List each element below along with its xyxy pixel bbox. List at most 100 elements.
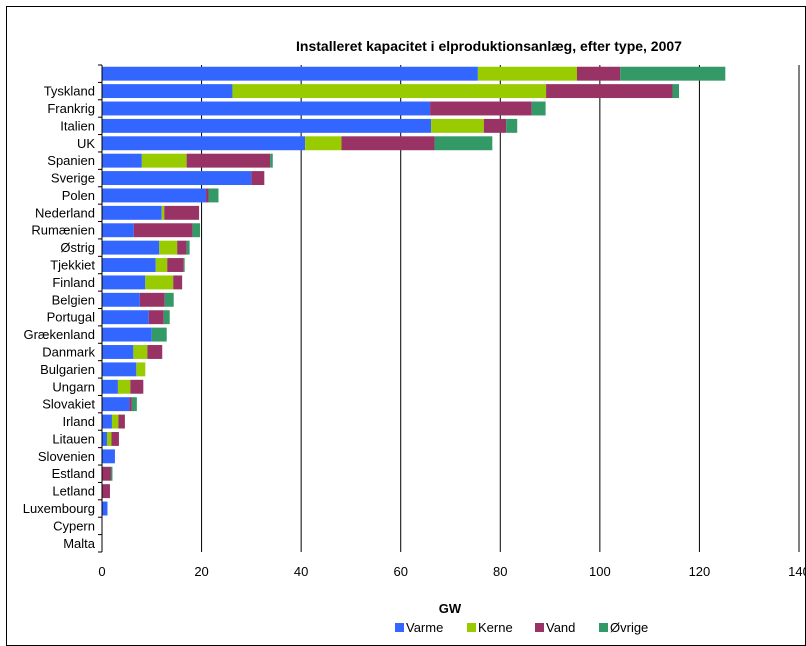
bar-segment-varme (102, 118, 432, 133)
legend-label: Vand (546, 620, 575, 635)
bar-segment-vand (546, 84, 673, 99)
bar-segment-varme (102, 275, 146, 290)
category-label: Frankrig (47, 101, 95, 116)
bar-segment-varme (102, 327, 152, 342)
bar-segment-vand (102, 484, 110, 499)
bar-segment-kerne (111, 414, 119, 429)
bar-segment-varme (102, 136, 306, 151)
bar-segment-øvrige (506, 118, 518, 133)
x-tick-label: 120 (689, 564, 711, 579)
x-tick-label: 100 (589, 564, 611, 579)
bar-segment-kerne (477, 66, 577, 81)
bar-segment-øvrige (270, 153, 273, 168)
stacked-bar-chart: Installeret kapacitet i elproduktionsanl… (23, 38, 806, 635)
bar-segment-varme (102, 397, 130, 412)
bar-segment-varme (102, 310, 149, 325)
bar-segment-varme (102, 292, 140, 307)
bar-segment-øvrige (131, 397, 137, 412)
bar-segment-vand (129, 397, 132, 412)
bar-segment-vand (483, 118, 507, 133)
bar-segment-kerne (117, 379, 131, 394)
bar-segment-øvrige (434, 136, 493, 151)
bar-segment-øvrige (192, 223, 201, 238)
bar-segment-vand (133, 223, 193, 238)
category-label: Grækenland (23, 327, 95, 342)
legend-swatch (395, 623, 404, 632)
legend-label: Kerne (478, 620, 513, 635)
bar-segment-øvrige (151, 327, 167, 342)
x-tick-label: 0 (98, 564, 105, 579)
bar-segment-varme (102, 240, 160, 255)
category-label: Estland (52, 466, 95, 481)
x-axis-title: GW (439, 601, 462, 616)
category-label: Spanien (47, 153, 95, 168)
category-label: UK (77, 136, 95, 151)
category-label: Tyskland (44, 84, 95, 99)
bar-segment-vand (139, 292, 165, 307)
bar-segment-vand (341, 136, 435, 151)
category-label: Luxembourg (23, 501, 95, 516)
bar-segment-vand (177, 240, 187, 255)
chart-title: Installeret kapacitet i elproduktionsanl… (296, 38, 682, 54)
bar-segment-varme (102, 362, 137, 377)
bar-segment-vand (251, 171, 265, 186)
x-tick-label: 140 (788, 564, 806, 579)
category-label: Cypern (53, 518, 95, 533)
legend-swatch (599, 623, 608, 632)
bar-segment-øvrige (163, 310, 170, 325)
category-label: Italien (60, 118, 95, 133)
bar-segment-øvrige (110, 466, 113, 481)
bar-segment-varme (102, 188, 207, 203)
legend: Varme Kerne Vand Øvrige (395, 620, 648, 635)
bar-segment-vand (186, 153, 271, 168)
bar-segment-vand (111, 431, 119, 446)
bar-segment-kerne (141, 153, 187, 168)
bar-segment-varme (102, 449, 115, 464)
bar-segment-kerne (145, 275, 174, 290)
bar-segment-kerne (159, 240, 178, 255)
bar-segment-varme (102, 101, 431, 116)
category-labels: Tyskland Frankrig Italien UK Spanien Sverige P… (23, 84, 96, 551)
category-label: Rumænien (31, 223, 95, 238)
bar-segment-vand (576, 66, 621, 81)
bar-segment-varme (102, 501, 108, 516)
bar-segment-øvrige (208, 188, 219, 203)
category-label: Tjekkiet (50, 258, 95, 273)
bar-segment-varme (102, 431, 107, 446)
x-tick-label: 20 (194, 564, 208, 579)
category-label: Nederland (35, 205, 95, 220)
bar-segment-øvrige (186, 240, 190, 255)
category-label: Sverige (51, 171, 95, 186)
bar-segment-varme (102, 379, 118, 394)
legend-swatch (467, 623, 476, 632)
bar-segment-kerne (106, 431, 112, 446)
category-label: Østrig (60, 240, 95, 255)
x-tick-label: 80 (493, 564, 507, 579)
category-label: Irland (62, 414, 95, 429)
bar-segment-vand (430, 101, 532, 116)
bar-segment-kerne (133, 345, 148, 359)
category-label: Bulgarien (40, 362, 95, 377)
bar-segment-vand (167, 258, 184, 272)
category-label: Polen (62, 188, 95, 203)
category-label: Portugal (47, 310, 96, 325)
bar-segment-varme (102, 171, 252, 186)
bar-segment-varme (102, 66, 478, 81)
category-label: Belgien (52, 292, 95, 307)
bar-segment-varme (102, 345, 134, 359)
bar-segment-øvrige (620, 66, 726, 81)
x-tick-label: 60 (393, 564, 407, 579)
bar-segment-vand (130, 379, 144, 394)
bar-segment-øvrige (672, 84, 680, 99)
bar-segment-varme (102, 84, 233, 99)
bar-segment-vand (164, 205, 200, 220)
bar-segment-kerne (431, 118, 484, 133)
x-tick-label: 40 (294, 564, 308, 579)
bar-segment-vand (148, 310, 164, 325)
bar-segment-vand (206, 188, 209, 203)
bar-segment-øvrige (531, 101, 546, 116)
bar-segment-øvrige (183, 258, 185, 272)
category-label: Slovakiet (42, 397, 95, 412)
category-label: Malta (63, 536, 96, 551)
bar-segment-vand (102, 466, 111, 481)
